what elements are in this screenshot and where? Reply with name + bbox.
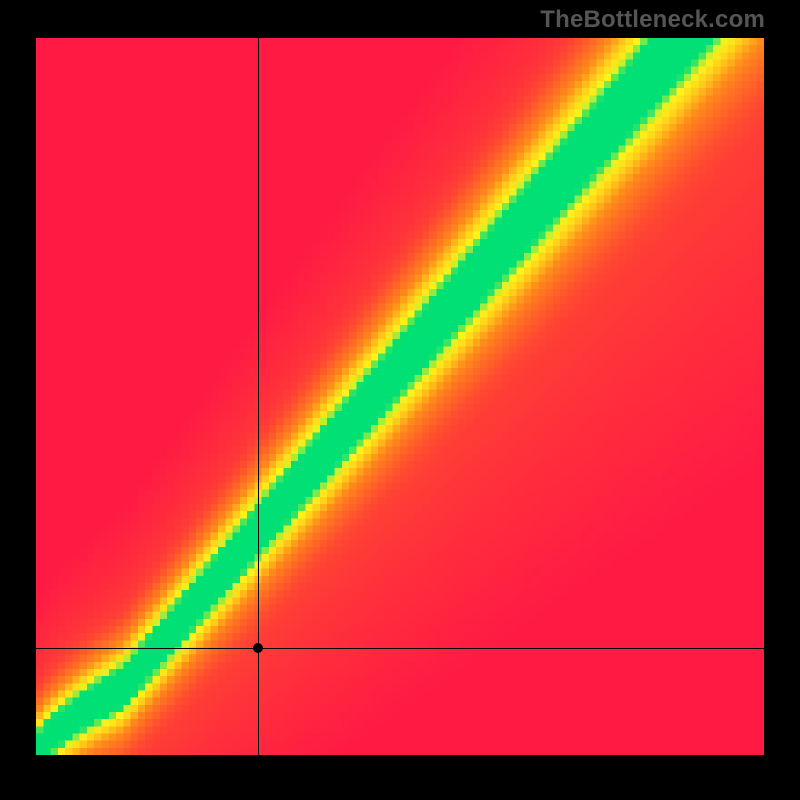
plot-area bbox=[36, 38, 764, 755]
crosshair-horizontal bbox=[36, 648, 764, 649]
watermark-text: TheBottleneck.com bbox=[540, 6, 765, 34]
